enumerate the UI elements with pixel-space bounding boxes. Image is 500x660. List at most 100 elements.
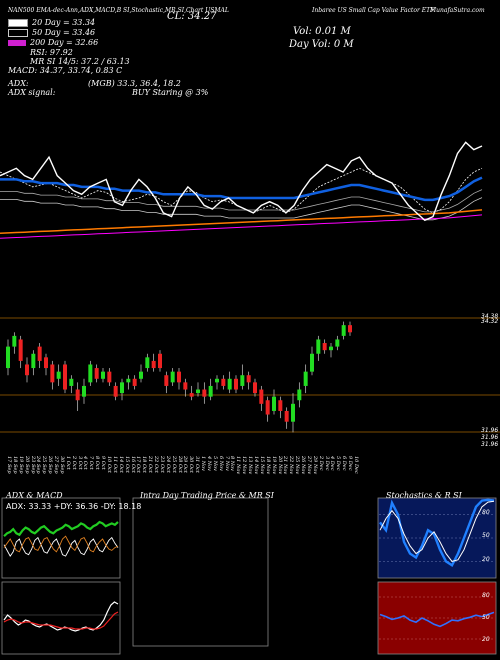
candle-body [94,368,99,379]
candle-body [145,357,150,369]
site-name: MunafaSutra.com [430,7,485,14]
ema50-swatch [8,29,28,37]
candle-body [120,382,124,394]
rsi-tick-20: 20 [482,636,490,643]
macd-panel-frame [1,581,121,655]
candle-body [12,335,17,347]
candle-body [329,346,333,351]
rsi-blue-line [379,611,495,628]
candle-body [170,371,175,383]
price-axis-bottom-label-2: 31.96 [481,434,499,441]
candle-body [164,375,169,386]
candle-body [88,364,93,383]
rsi-tick-50: 50 [482,614,490,621]
ema-magenta-line [0,214,483,239]
date-label: 11 Oct [111,456,118,473]
adx-panel-title: ADX & MACD [6,491,63,500]
date-label: 2 Oct [70,456,77,470]
stoch-blue-line [379,498,495,568]
ema200-legend: 200 Day = 32.66 [8,38,98,47]
candle-body [253,382,257,394]
candle-body [278,400,283,411]
ema20-label: 20 Day = 33.34 [32,18,96,27]
price-axis-bottom-label: 31.96 [481,427,499,434]
candle-body [246,375,251,383]
candle-body [183,382,188,390]
candle-body [259,389,264,404]
ema200-swatch [8,40,26,46]
date-label: 18 Sep [11,456,18,474]
stoch-tick-20: 20 [482,556,490,563]
candle-body [69,378,74,386]
intraday-panel-frame [132,497,269,647]
rsi-readout: RSI: 97.92 [30,48,73,57]
candle-body [50,364,55,383]
date-label: 15 Oct [123,456,130,473]
date-label: 29 Nov [311,456,318,475]
candle-body [196,389,200,394]
stoch-tick-80: 80 [482,509,490,516]
day-volume-label: Day Vol: 0 M [289,39,354,50]
candle-body [151,360,156,369]
adx-signal-value: BUY Staring @ 3% [132,88,209,97]
series-50-day-line [0,176,483,202]
candle-body [63,364,67,390]
price-axis-top-label: 34.38 [481,313,499,320]
candle-body [272,396,276,411]
candle-body [113,385,118,397]
date-label: 14 Oct [117,456,124,473]
fund-name: Inbaree US Small Cap Value Factor ETF [312,7,435,14]
candle-body [215,378,219,383]
header-top-line: NAN500 EMA-dec-Ann,ADX,MACD,B SI,Stochas… [8,7,229,14]
rsi-tick-80: 80 [482,592,490,599]
mr-readout: MR SI 14/5: 37.2 / 63.13 [30,57,130,66]
candle-body [37,346,42,361]
adx-green-line [3,520,119,538]
candle-body [316,339,321,354]
date-label: 25 Oct [170,456,177,473]
candle-body [322,343,327,351]
candle-body [265,400,270,415]
price-axis-top-label-2: 34.32 [481,318,499,325]
candle-body [177,371,181,383]
date-label: 6 Nov [217,456,224,471]
stoch-white-line [379,500,495,562]
candle-body [132,378,137,386]
date-label: 24 Oct [164,456,171,473]
candle-body [227,378,232,390]
close-price-label: CL: 34.27 [167,11,217,22]
date-label: 23 Oct [158,456,165,473]
candle-body [310,353,314,372]
candle-body [297,389,302,401]
series-price-line [0,141,483,222]
date-label: 5 Nov [211,456,218,471]
candle-body [31,353,36,369]
candle-body [158,353,162,369]
candle-body [107,371,112,383]
candle-body [303,371,308,386]
adx-panel-readout: ADX: 33.33 +DY: 36.36 -DY: 18.18 [6,502,142,511]
date-label: 19 Sep [17,456,24,474]
intraday-panel-title: Intra Day Trading Price & MR SI [140,491,274,500]
candle-body [44,357,48,369]
ema20-swatch [8,19,28,27]
candle-body [208,385,213,397]
date-label: 2 Dec [317,456,324,471]
date-label: 18 Nov [264,456,271,475]
candle-body [18,339,23,361]
price-axis-bottom-label-3: 31.96 [481,441,499,448]
stoch-panel-title: Stochastics & R SI [386,491,462,500]
date-label: 15 Nov [258,456,265,475]
stoch-tick-50: 50 [482,532,490,539]
date-label: 10 Dec [353,456,359,474]
candle-body [221,378,226,386]
ema-grey-line-1 [0,189,483,213]
macd-readout: MACD: 34.37, 33.74, 0.83 C [8,66,123,75]
adx-orange-line [3,535,119,553]
candle-body [82,385,86,397]
candle-body [139,371,143,379]
candle-body [291,403,295,422]
candle-body [189,393,194,397]
candle-body [25,364,29,376]
